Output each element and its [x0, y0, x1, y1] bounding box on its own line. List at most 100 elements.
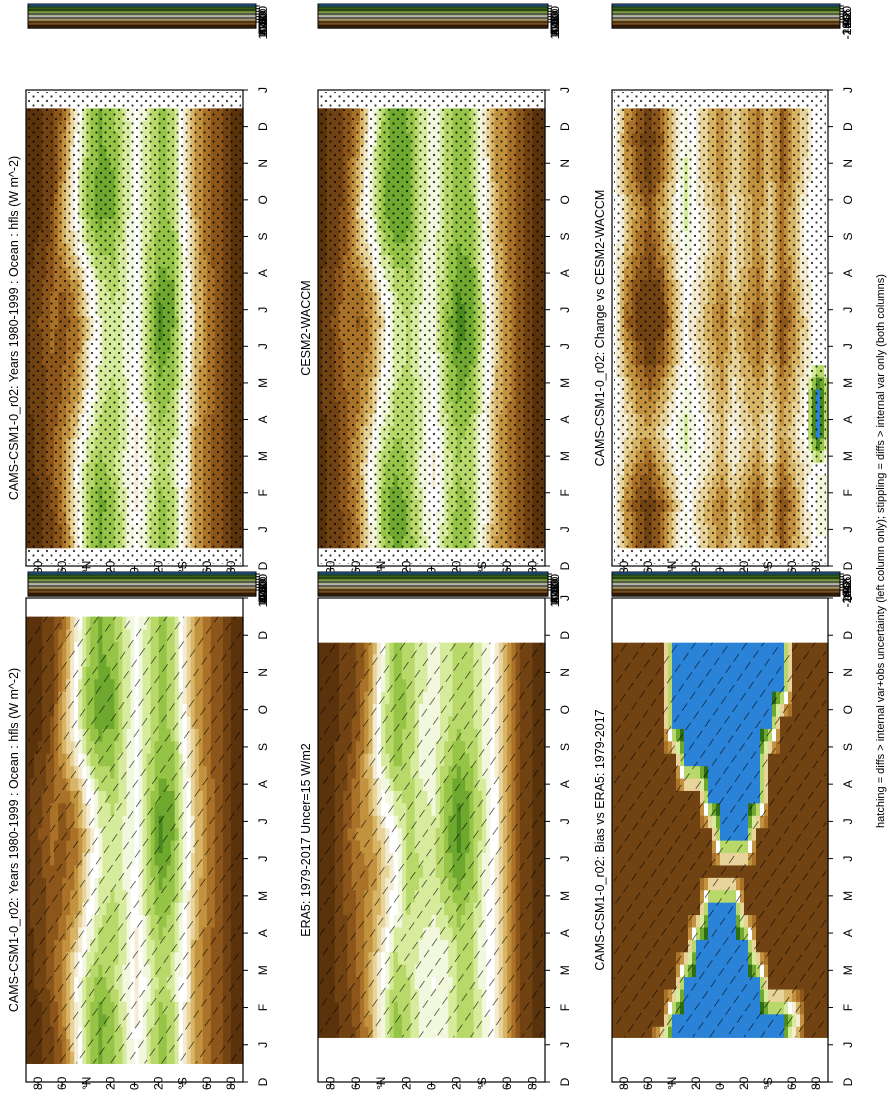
- hatching-overlay: [28, 616, 241, 1064]
- lat-tick-label: 20: [450, 1076, 464, 1090]
- heatmap-cell: [540, 939, 546, 953]
- heatmap-cell: [238, 666, 244, 680]
- lat-tick-label: 20: [399, 1076, 413, 1090]
- heatmap-cell: [540, 951, 546, 965]
- heatmap-cell: [238, 889, 244, 903]
- heatmap-cell: [238, 1026, 244, 1040]
- heatmap-cell: [540, 914, 546, 928]
- heatmap-cell: [238, 840, 244, 854]
- month-tick-label: S: [256, 743, 270, 751]
- heatmap-cell: [540, 815, 546, 829]
- heatmap-cell: [238, 877, 244, 891]
- month-tick-label: O: [256, 705, 270, 714]
- month-tick-label: M: [558, 891, 572, 901]
- heatmap-cell: [238, 740, 244, 754]
- heatmap-cell: [540, 988, 546, 1002]
- lat-tick-label: 60: [200, 1076, 214, 1090]
- month-tick-label: A: [558, 929, 572, 937]
- month-tick-label: J: [558, 595, 572, 601]
- lat-tick-label: 80: [31, 1076, 45, 1090]
- heatmap-cell: [540, 1001, 546, 1015]
- heatmap-cell: [540, 728, 546, 742]
- heatmap-cell: [238, 616, 244, 630]
- heatmap-cell: [540, 852, 546, 866]
- lat-tick-label: 20: [152, 1076, 166, 1090]
- heatmap-cell: [238, 653, 244, 667]
- heatmap-cell: [540, 864, 546, 878]
- heatmap-cell: [238, 827, 244, 841]
- month-tick-label: D: [256, 631, 270, 640]
- heatmap-cell: [238, 964, 244, 978]
- heatmap-cell: [540, 666, 546, 680]
- heatmap-cell: [238, 926, 244, 940]
- heatmap-cell: [540, 678, 546, 692]
- heatmap-cell: [238, 703, 244, 717]
- col1-model-panel: 80 60 °N 20 0 20 °S 60 80 DJFMAMJJASONDJCAMS-CSM1…: [7, 595, 270, 1090]
- heatmap-cell: [238, 777, 244, 791]
- month-tick-label: J: [256, 856, 270, 862]
- col1-obs-significance-overlay: [320, 642, 543, 1038]
- month-tick-label: J: [256, 818, 270, 824]
- month-tick-label: O: [558, 705, 572, 714]
- panels-layer: 80 60 °N 20 0 20 °S 60 80 DJFMAMJJASONDJCAMS-CSM1…: [7, 87, 855, 1090]
- heatmap-cell: [540, 877, 546, 891]
- heatmap-cell: [238, 802, 244, 816]
- month-tick-label: M: [558, 965, 572, 975]
- month-tick-label: N: [256, 668, 270, 677]
- hatching-overlay: [320, 642, 543, 1038]
- heatmap-cell: [238, 728, 244, 742]
- col1-model-title: CAMS-CSM1-0_r02: Years 1980-1999 : Ocean…: [7, 668, 21, 1012]
- heatmap-cell: [238, 939, 244, 953]
- col1-obs-title: ERA5: 1979-2017 Uncer=15 W/m2: [299, 743, 313, 937]
- heatmap-cell: [540, 715, 546, 729]
- heatmap-cell: [540, 802, 546, 816]
- lat-tick-label: °N: [374, 1077, 388, 1090]
- heatmap-cell: [238, 902, 244, 916]
- heatmap-cell: [238, 715, 244, 729]
- month-tick-label: J: [558, 856, 572, 862]
- heatmap-cell: [540, 642, 546, 655]
- heatmap-cell: [238, 765, 244, 779]
- lat-tick-label: 20: [103, 1076, 117, 1090]
- heatmap-cell: [540, 703, 546, 717]
- month-tick-label: A: [256, 929, 270, 937]
- month-tick-label: D: [558, 1077, 572, 1086]
- col1-model-significance-overlay: [28, 616, 241, 1064]
- heatmap-cell: [540, 889, 546, 903]
- heatmap-cell: [238, 753, 244, 767]
- lat-tick-label: 0: [128, 1083, 142, 1090]
- month-tick-label: M: [256, 891, 270, 901]
- heatmap-cell: [540, 790, 546, 804]
- heatmap-cell: [540, 691, 546, 705]
- heatmap-cell: [238, 691, 244, 705]
- heatmap-cell: [238, 976, 244, 990]
- lat-tick-label: 60: [55, 1076, 69, 1090]
- col1-bias-panel: 80 60 °N 20 0 20 °S 60 80 DJFMAMJJASONDJCAMS-CSM1…: [593, 595, 855, 1090]
- heatmap-cell: [540, 653, 546, 667]
- heatmap-cell: [238, 852, 244, 866]
- lat-tick-label: 80: [324, 1076, 338, 1090]
- heatmap-cell: [238, 641, 244, 655]
- heatmap-cell: [540, 1013, 546, 1027]
- lat-tick-label: 60: [349, 1076, 363, 1090]
- lat-tick-label: 80: [525, 1076, 539, 1090]
- heatmap-cell: [540, 964, 546, 978]
- heatmap-cell: [238, 815, 244, 829]
- month-tick-label: D: [256, 1077, 270, 1086]
- heatmap-cell: [238, 678, 244, 692]
- month-tick-label: F: [256, 1004, 270, 1011]
- heatmap-cell: [238, 1038, 244, 1052]
- heatmap-cell: [540, 926, 546, 940]
- heatmap-cell: [540, 753, 546, 767]
- lat-tick-label: 60: [500, 1076, 514, 1090]
- month-tick-label: J: [256, 595, 270, 601]
- heatmap-cell: [238, 1013, 244, 1027]
- month-tick-label: A: [256, 780, 270, 788]
- month-tick-label: F: [558, 1004, 572, 1011]
- month-tick-label: M: [256, 965, 270, 975]
- heatmap-cell: [540, 740, 546, 754]
- heatmap-cell: [540, 1026, 546, 1038]
- heatmap-cell: [540, 827, 546, 841]
